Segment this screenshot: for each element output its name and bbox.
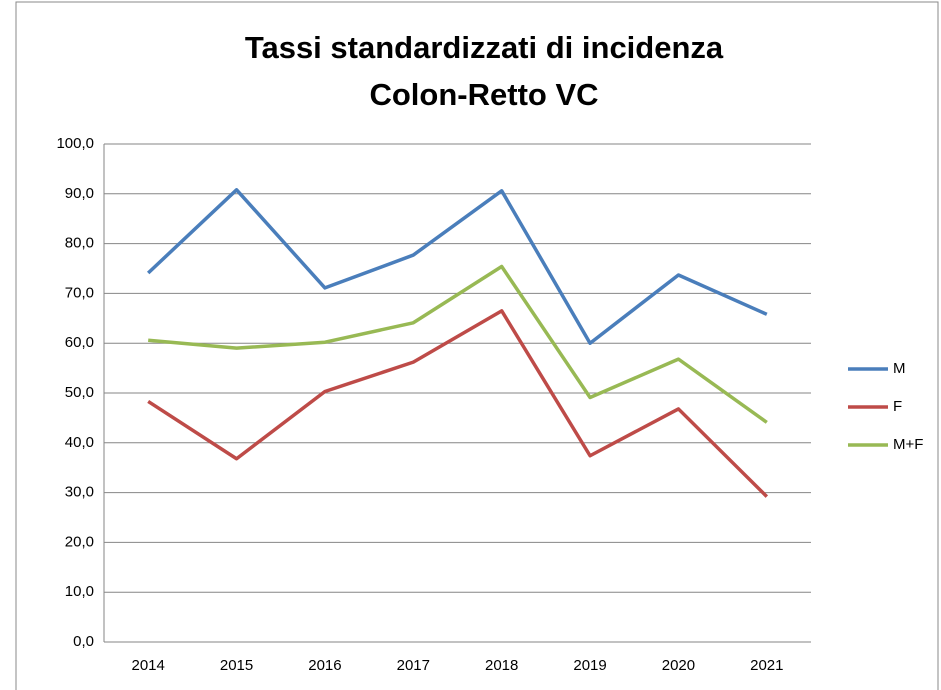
y-tick-label: 50,0 bbox=[65, 384, 94, 401]
x-tick-label: 2017 bbox=[397, 657, 430, 674]
y-tick-label: 100,0 bbox=[56, 135, 94, 152]
y-tick-label: 80,0 bbox=[65, 235, 94, 252]
legend-label: M+F bbox=[893, 436, 923, 453]
y-tick-label: 60,0 bbox=[65, 334, 94, 351]
x-tick-label: 2019 bbox=[573, 657, 606, 674]
x-tick-label: 2014 bbox=[132, 657, 165, 674]
y-tick-label: 30,0 bbox=[65, 484, 94, 501]
y-tick-label: 40,0 bbox=[65, 434, 94, 451]
y-tick-label: 10,0 bbox=[65, 583, 94, 600]
series-line bbox=[147, 309, 769, 498]
x-tick-label: 2016 bbox=[308, 657, 341, 674]
y-tick-label: 20,0 bbox=[65, 533, 94, 550]
series-line bbox=[148, 264, 768, 424]
x-tick-label: 2018 bbox=[485, 657, 518, 674]
y-tick-label: 70,0 bbox=[65, 284, 94, 301]
chart-title: Tassi standardizzati di incidenza bbox=[245, 30, 724, 65]
series-line bbox=[146, 188, 768, 345]
x-tick-label: 2020 bbox=[662, 657, 695, 674]
legend-label: M bbox=[893, 360, 906, 377]
chart-frame bbox=[15, 1, 939, 690]
x-tick-label: 2015 bbox=[220, 657, 253, 674]
chart-title: Colon-Retto VC bbox=[369, 77, 598, 112]
y-tick-label: 90,0 bbox=[65, 185, 94, 202]
y-tick-label: 0,0 bbox=[73, 633, 94, 650]
legend-label: F bbox=[893, 398, 902, 415]
x-tick-label: 2021 bbox=[750, 657, 783, 674]
